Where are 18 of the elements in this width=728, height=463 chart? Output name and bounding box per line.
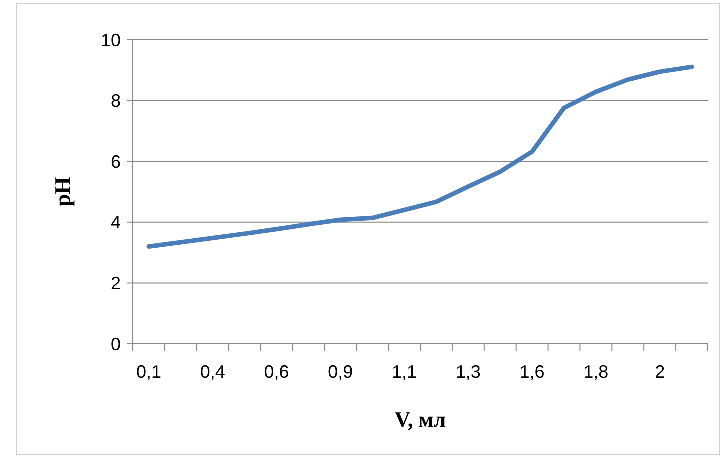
x-tick-label: 0,4 bbox=[200, 362, 226, 382]
y-tick-label: 0 bbox=[110, 334, 121, 354]
x-tick-label: 1,8 bbox=[584, 362, 609, 382]
y-tick-label: 8 bbox=[110, 91, 121, 112]
y-tick-label: 10 bbox=[100, 30, 121, 50]
x-tick-label: 0,6 bbox=[264, 362, 290, 382]
y-tick-label: 6 bbox=[110, 152, 121, 172]
x-tick-label: 1,6 bbox=[520, 362, 545, 382]
x-axis-title: V, мл bbox=[394, 407, 446, 432]
x-tick-label: 2 bbox=[655, 362, 666, 382]
x-tick-label: 1,1 bbox=[392, 362, 418, 382]
line-series bbox=[146, 64, 694, 249]
x-tick-label: 1,3 bbox=[456, 362, 481, 382]
y-tick-label: 4 bbox=[110, 212, 121, 233]
y-axis-title: pH bbox=[50, 177, 75, 207]
x-tick-label: 0,9 bbox=[328, 362, 354, 382]
x-tick-label: 0,1 bbox=[136, 362, 162, 382]
y-tick-label: 2 bbox=[110, 274, 121, 294]
